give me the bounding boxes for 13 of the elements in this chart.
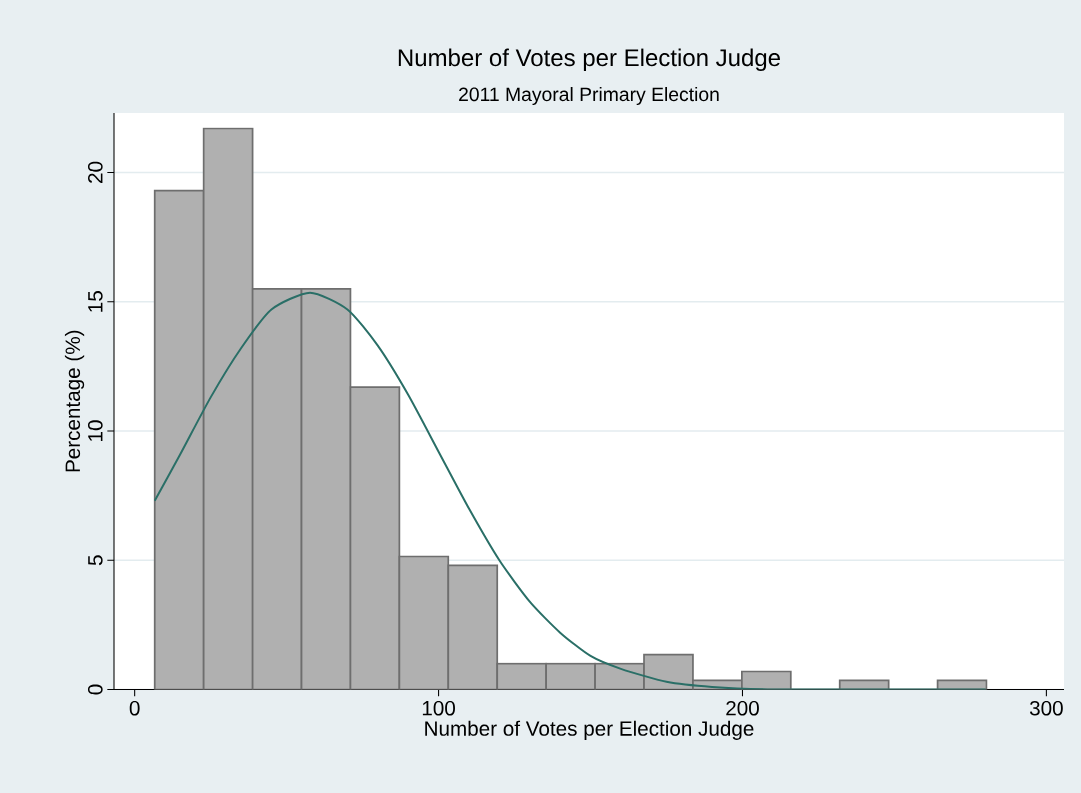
chart-title: Number of Votes per Election Judge bbox=[398, 48, 780, 71]
x-tick-label: 300 bbox=[1029, 700, 1063, 716]
x-tick-label: 0 bbox=[129, 700, 140, 716]
y-tick-label: 15 bbox=[88, 291, 103, 312]
y-axis-title: Percentage (%) bbox=[64, 330, 85, 472]
y-tick-label: 5 bbox=[88, 555, 103, 566]
x-axis-title: Number of Votes per Election Judge bbox=[425, 720, 754, 740]
chart-subtitle: 2011 Mayoral Primary Election bbox=[459, 86, 719, 106]
y-tick-label: 10 bbox=[87, 420, 103, 441]
y-tick-label: 20 bbox=[87, 161, 103, 183]
x-tick-label: 100 bbox=[422, 700, 455, 716]
x-tick-label: 200 bbox=[726, 700, 759, 716]
y-tick-label: 0 bbox=[87, 684, 103, 695]
